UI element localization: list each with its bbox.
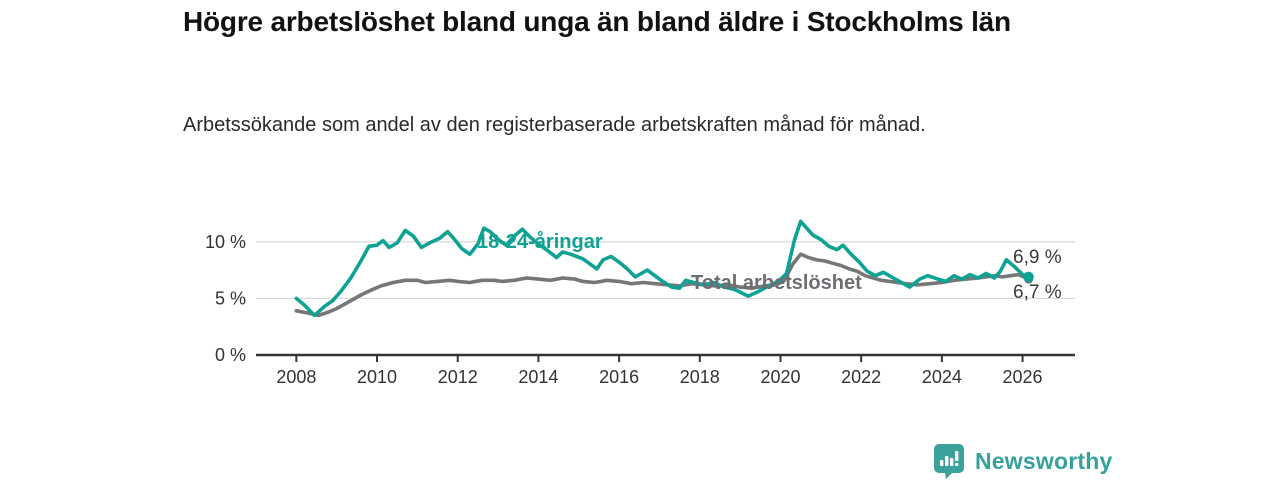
x-axis-label: 2018 — [680, 367, 720, 387]
x-axis-label: 2026 — [1003, 367, 1043, 387]
end-value-label-youth: 6,9 % — [1013, 247, 1062, 268]
series-line-youth — [294, 219, 1031, 318]
x-axis-label: 2016 — [599, 367, 639, 387]
series-line-total — [294, 252, 1031, 318]
end-dot-youth — [1023, 271, 1034, 283]
series-label-youth: 18-24-åringar — [477, 231, 603, 253]
bar-chart-speech-bubble-icon — [934, 444, 964, 479]
x-axis-label: 2012 — [438, 367, 478, 387]
x-axis-label: 2010 — [357, 367, 397, 387]
x-axis-label: 2020 — [760, 367, 800, 387]
x-axis-label: 2008 — [276, 367, 316, 387]
y-axis-label: 0 % — [215, 345, 246, 365]
x-axis-label: 2014 — [518, 367, 558, 387]
y-axis-label: 5 % — [215, 288, 246, 308]
newsworthy-logo[interactable]: Newsworthy — [933, 444, 1113, 479]
x-axis-label: 2024 — [922, 367, 962, 387]
end-value-label-total: 6,7 % — [1013, 282, 1062, 303]
x-axis-label: 2022 — [841, 367, 881, 387]
chart-subtitle: Arbetssökande som andel av den registerb… — [183, 114, 926, 136]
chart-title: Högre arbetslöshet bland unga än bland ä… — [183, 6, 1011, 37]
y-axis-label: 10 % — [205, 232, 246, 252]
newsworthy-brand-text: Newsworthy — [975, 447, 1113, 474]
series-label-total: Total arbetslöshet — [691, 272, 862, 294]
